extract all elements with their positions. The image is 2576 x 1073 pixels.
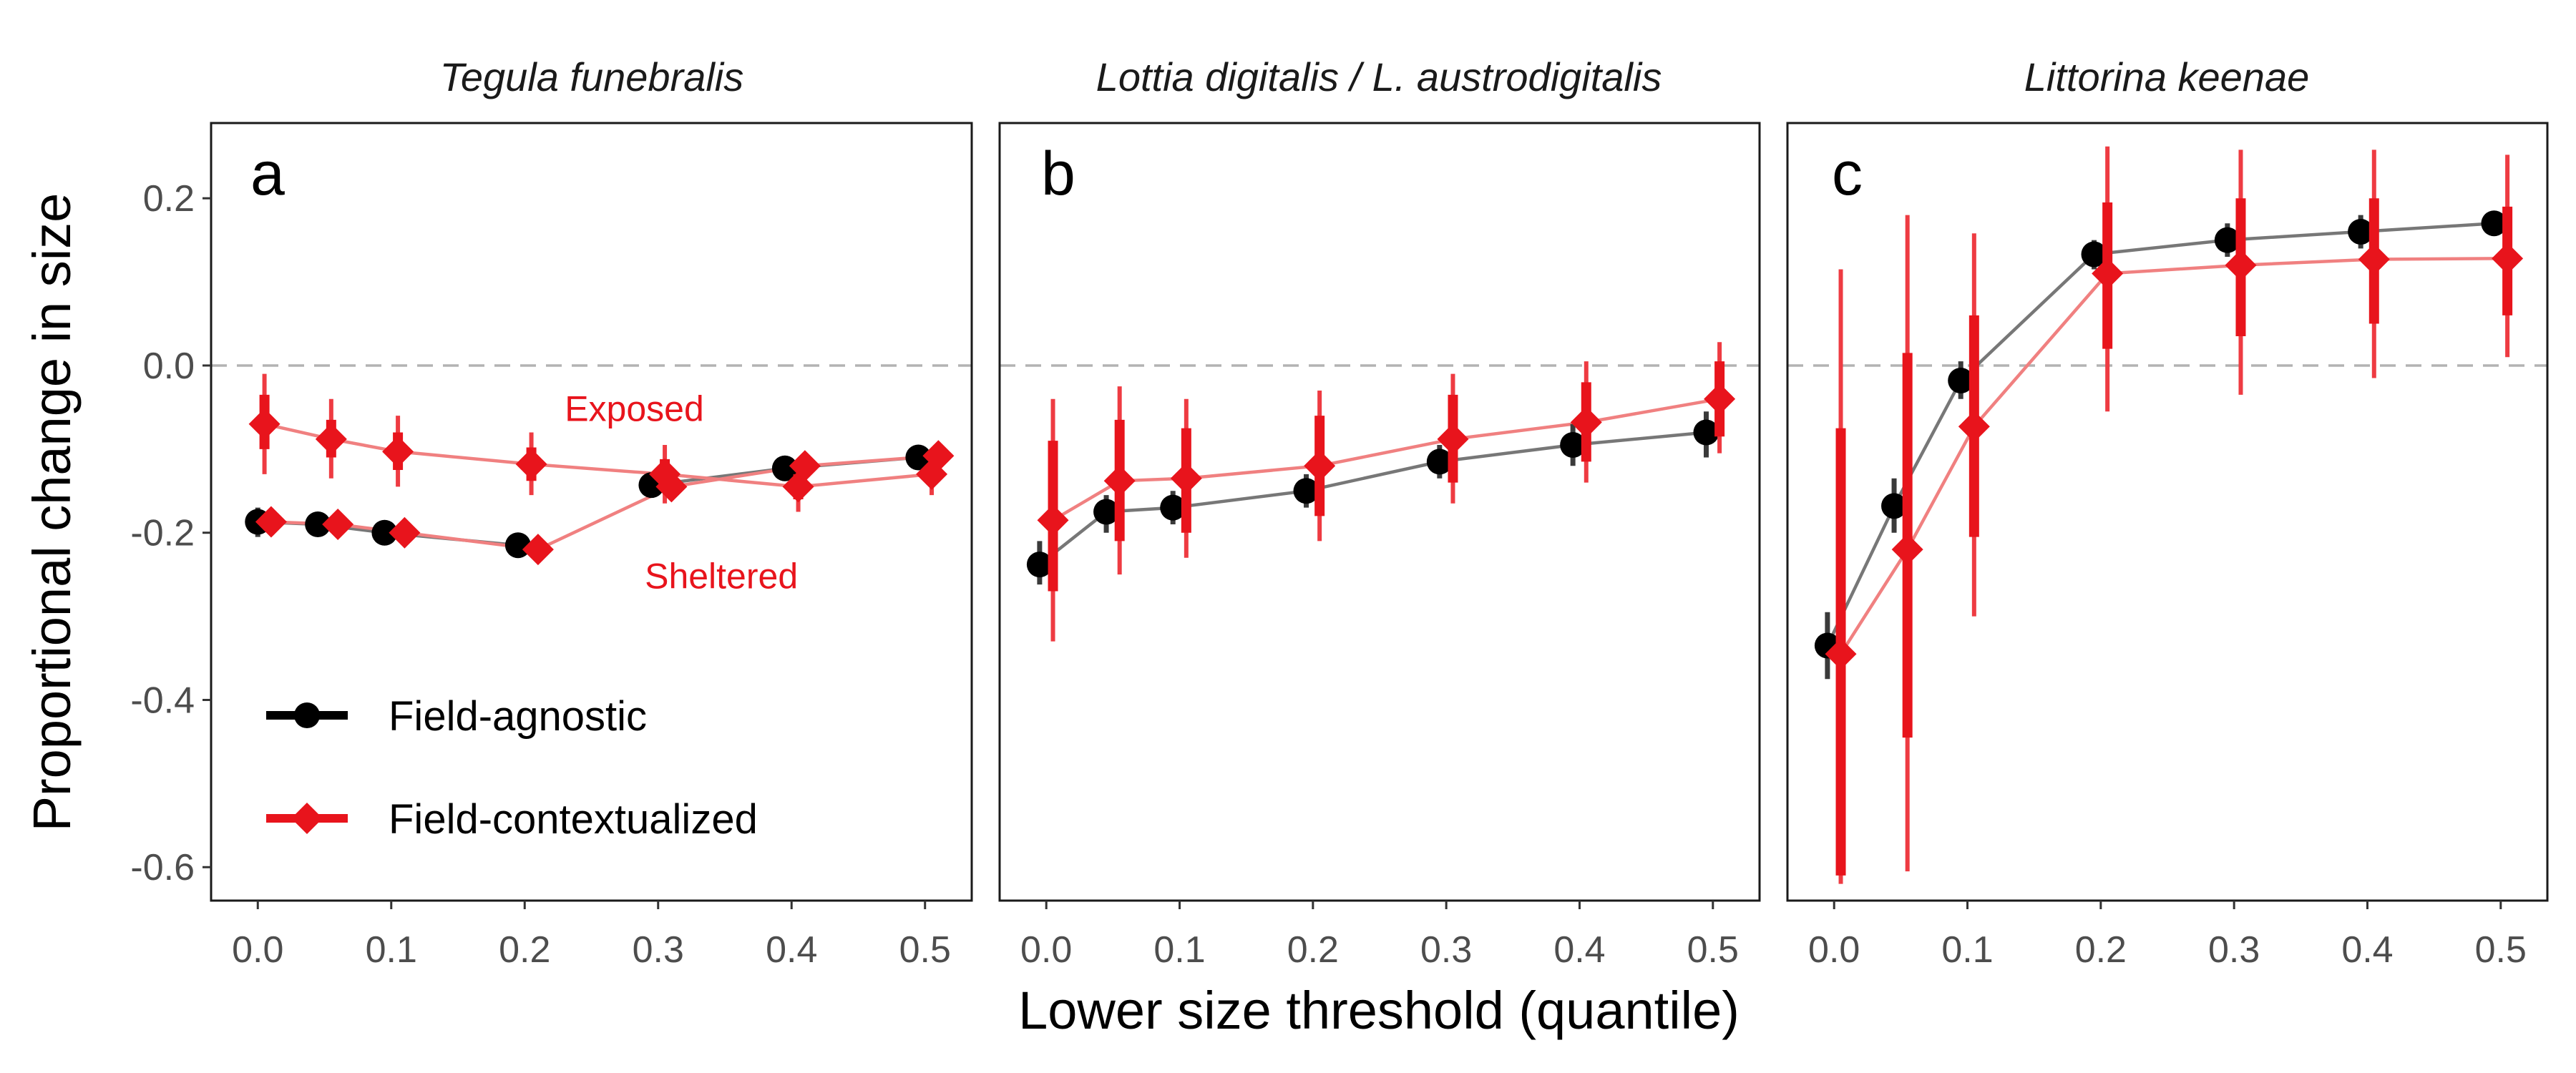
agnostic-point — [1948, 367, 1974, 393]
agnostic-point — [2481, 210, 2507, 237]
panel-b-plot-layer — [1000, 342, 1760, 642]
y-axis-title: Proportional change in size — [22, 193, 82, 832]
y-tick-label: -0.2 — [130, 513, 195, 554]
agnostic-point — [371, 519, 398, 546]
legend-marker-circle — [294, 702, 320, 728]
agnostic-point — [1160, 494, 1186, 521]
legend-item-field-agnostic: Field-agnostic — [266, 693, 647, 740]
y-axis: 0.2 0.0 -0.2 -0.4 -0.6 — [130, 178, 211, 888]
contextualized-point — [1304, 450, 1336, 482]
agnostic-point — [905, 444, 932, 471]
panel-a: Tegula funebralis a Exposed Sheltered Fi… — [210, 54, 973, 902]
agnostic-point — [2348, 218, 2374, 245]
x-tick-label: 0.0 — [1808, 929, 1860, 971]
y-tick-label: -0.6 — [130, 847, 195, 888]
legend-item-field-contextualized: Field-contextualized — [266, 796, 758, 843]
agnostic-point — [1560, 431, 1586, 458]
legend-label-contextualized: Field-contextualized — [389, 796, 758, 843]
contextualized-point — [2092, 258, 2124, 290]
x-tick-label: 0.3 — [633, 929, 684, 971]
panel-c-frame — [1786, 122, 2549, 902]
contextualized-point — [322, 509, 354, 541]
contextualized-point — [315, 423, 347, 455]
panel-c-letter: c — [1832, 139, 1863, 208]
contextualized-point — [382, 436, 414, 468]
contextualized-point — [1704, 383, 1736, 415]
y-tick-label: -0.4 — [130, 680, 195, 721]
contextualized-point — [1570, 406, 1602, 438]
legend: Field-agnostic Field-contextualized — [266, 693, 758, 843]
agnostic-point — [1881, 493, 1908, 519]
contextualized-point — [248, 408, 280, 440]
x-axes: 0.0 0.1 0.2 0.3 0.4 0.5 0.0 0.1 0.2 0.3 0.4 0.5 0.0 0… — [232, 901, 2527, 971]
annotation-sheltered: Sheltered — [645, 556, 798, 596]
x-tick-label: 0.5 — [2475, 929, 2527, 971]
contextualized-point — [389, 516, 421, 549]
panel-a-frame — [210, 122, 973, 902]
panel-a-plot-layer — [211, 364, 972, 566]
x-tick-label: 0.5 — [1687, 929, 1739, 971]
panel-b-frame — [998, 122, 1761, 902]
panel-a-title: Tegula funebralis — [440, 54, 743, 99]
contextualized-point — [1103, 465, 1136, 497]
x-tick-label: 0.1 — [1941, 929, 1993, 971]
x-tick-label: 0.0 — [232, 929, 283, 971]
contextualized-point — [2358, 243, 2390, 275]
panel-b-letter: b — [1041, 139, 1075, 208]
y-tick-label: 0.2 — [143, 178, 195, 220]
x-tick-label: 0.1 — [1153, 929, 1205, 971]
contextualized-point — [1170, 462, 1202, 494]
agnostic-point — [2081, 241, 2107, 268]
contextualized-point — [1825, 638, 1857, 670]
panel-c-plot-layer — [1787, 146, 2547, 884]
y-tick-label: 0.0 — [143, 346, 195, 387]
x-tick-label: 0.2 — [1287, 929, 1339, 971]
agnostic-point — [305, 511, 331, 538]
contextualized-point — [1437, 423, 1469, 455]
panel-c: Littorina keenae c — [1786, 54, 2549, 902]
agnostic-point — [1426, 449, 1453, 475]
agnostic-point — [2214, 227, 2240, 253]
agnostic-point — [1693, 419, 1719, 446]
x-tick-label: 0.3 — [2208, 929, 2260, 971]
x-tick-label: 0.4 — [1553, 929, 1605, 971]
panel-c-title: Littorina keenae — [2024, 54, 2310, 99]
x-tick-label: 0.1 — [366, 929, 417, 971]
contextualized-point — [789, 450, 821, 482]
agnostic-point — [1026, 552, 1053, 578]
x-tick-label: 0.3 — [1420, 929, 1472, 971]
legend-marker-diamond — [291, 803, 323, 834]
contextualized-point — [515, 448, 547, 480]
agnostic-point — [504, 532, 531, 559]
contextualized-point — [1037, 504, 1069, 536]
contextualized-point — [522, 534, 554, 566]
agnostic-point — [1093, 499, 1120, 525]
legend-label-agnostic: Field-agnostic — [389, 693, 647, 740]
x-axis-title: Lower size threshold (quantile) — [1018, 981, 1740, 1040]
annotation-exposed: Exposed — [565, 389, 704, 429]
x-tick-label: 0.5 — [899, 929, 951, 971]
contextualized-point — [2225, 249, 2257, 281]
panel-b: Lottia digitalis / L. austrodigitalis b — [998, 54, 1761, 902]
panel-a-letter: a — [250, 139, 285, 208]
contextualized-point — [2492, 242, 2524, 275]
contextualized-point — [255, 506, 287, 538]
x-tick-label: 0.4 — [766, 929, 817, 971]
x-tick-label: 0.2 — [2075, 929, 2127, 971]
contextualized-point — [1958, 411, 1990, 443]
agnostic-point — [771, 455, 798, 481]
panel-b-title: Lottia digitalis / L. austrodigitalis — [1096, 54, 1662, 99]
contextualized-point — [655, 471, 688, 503]
x-tick-label: 0.4 — [2341, 929, 2393, 971]
agnostic-point — [1293, 478, 1319, 504]
contextualized-point — [1891, 534, 1923, 566]
contextualized-point — [922, 440, 955, 472]
x-tick-label: 0.0 — [1020, 929, 1072, 971]
x-tick-label: 0.2 — [499, 929, 550, 971]
